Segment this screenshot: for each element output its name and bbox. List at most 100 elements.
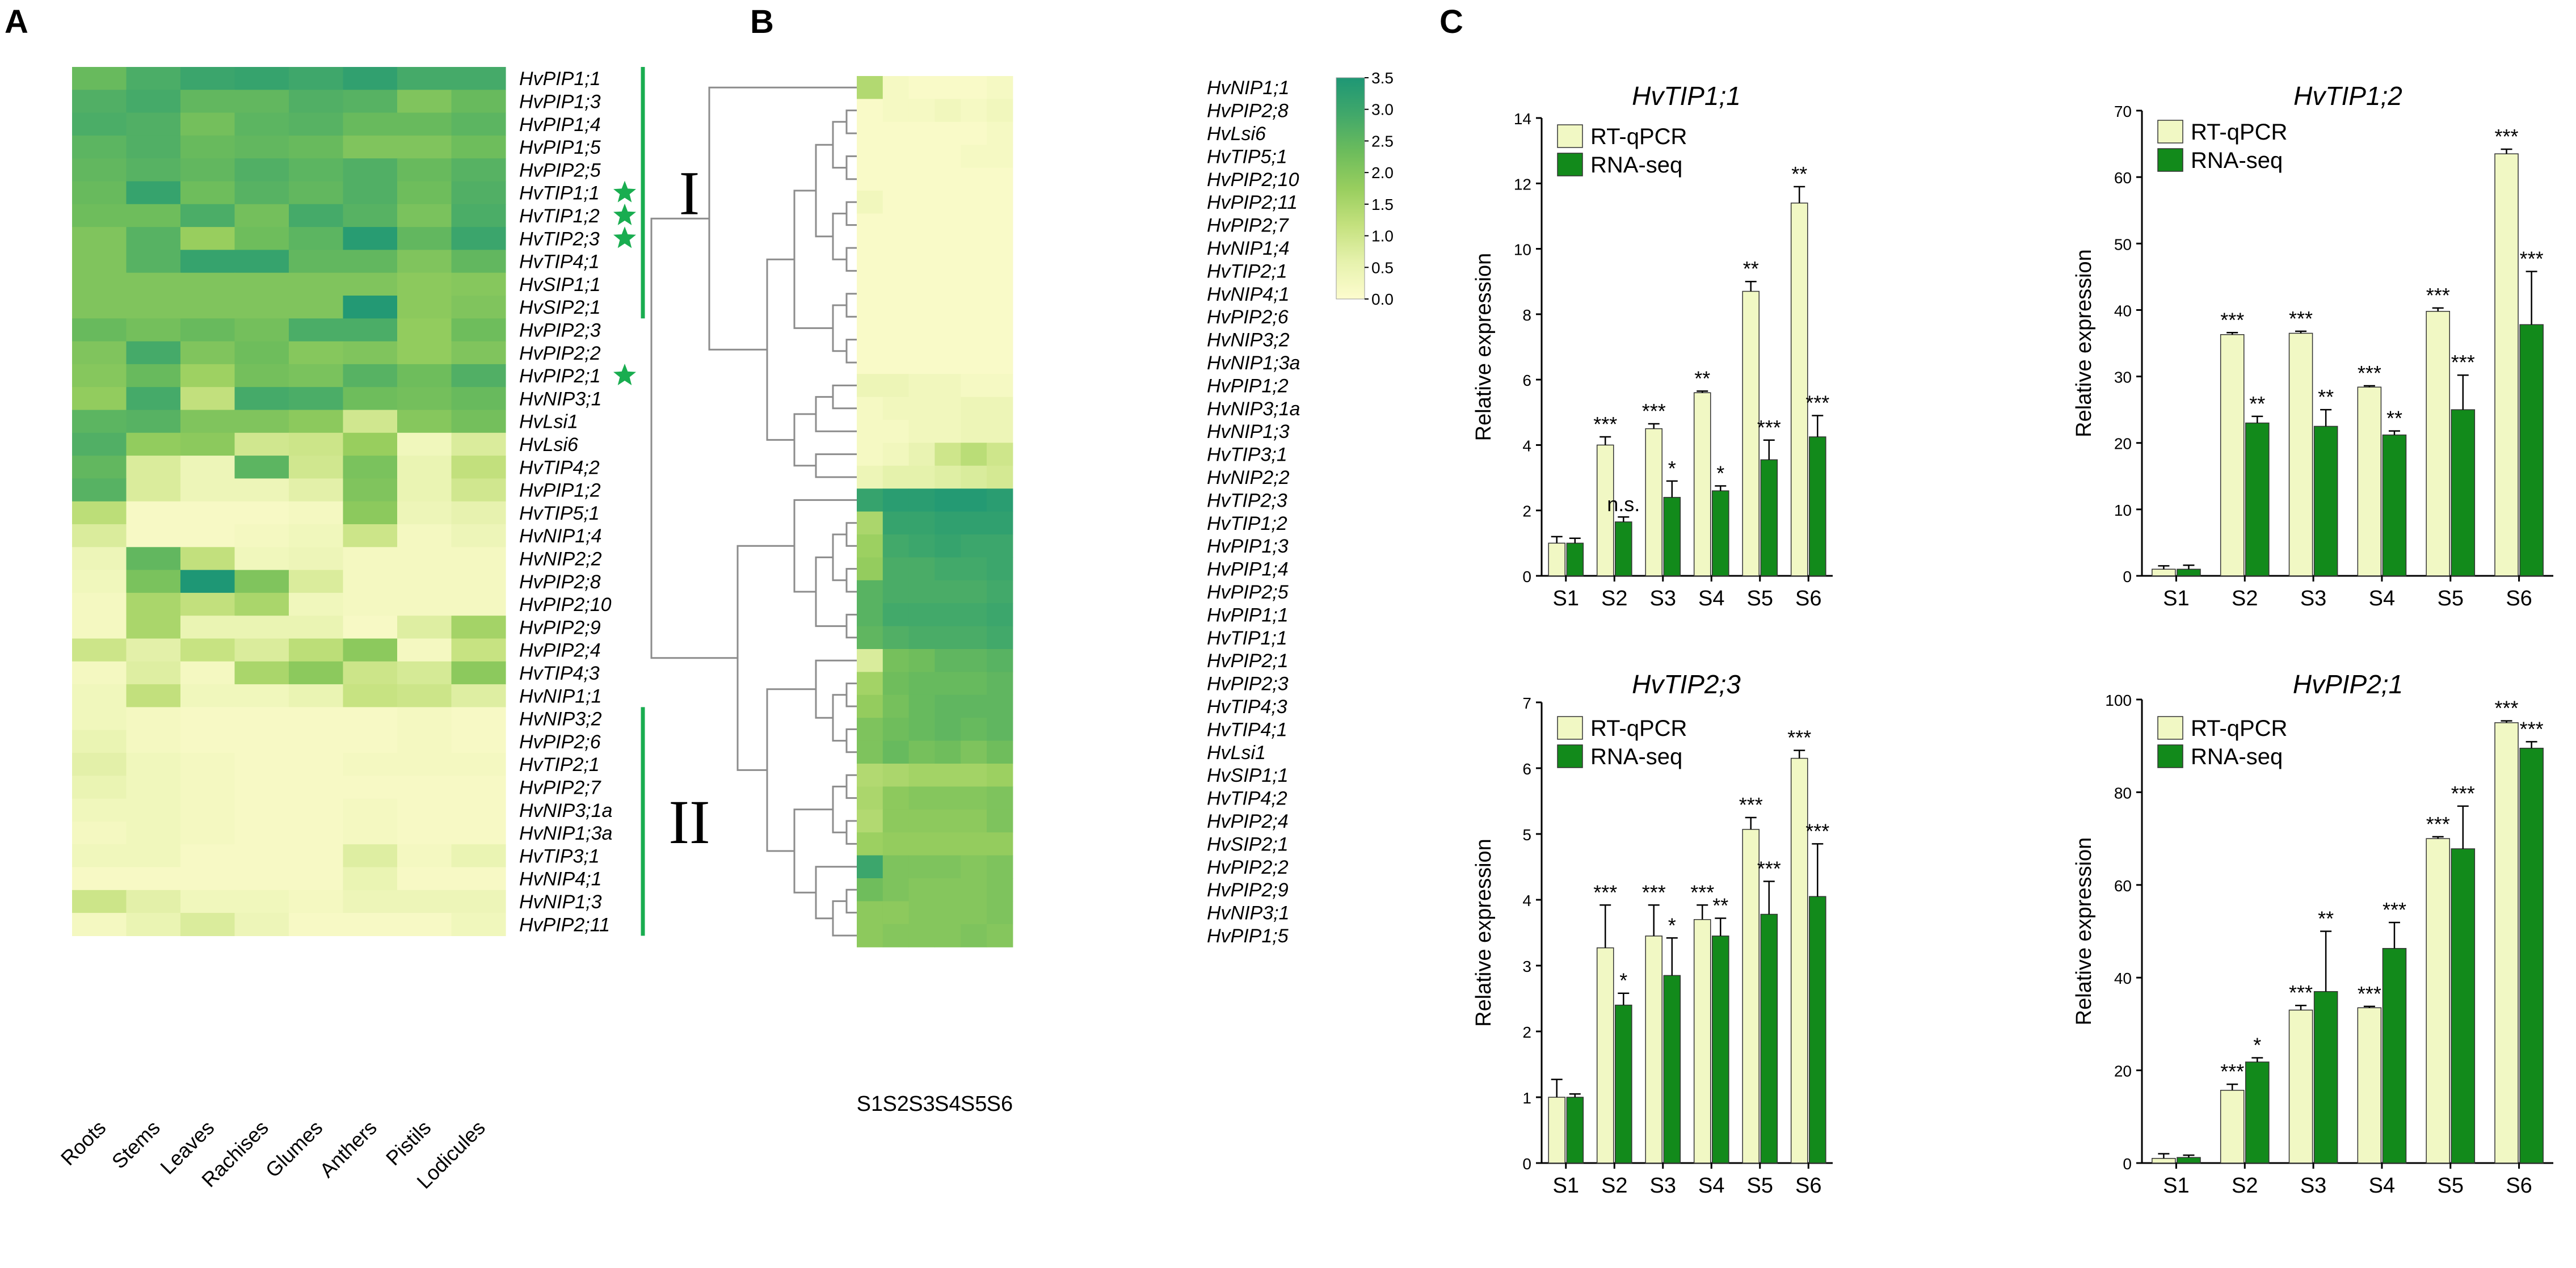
row-label: HvNIP1;3 <box>1207 421 1290 443</box>
heatmap-cell <box>882 809 910 833</box>
heatmap-cell <box>397 707 452 731</box>
heatmap-cell <box>180 432 235 456</box>
heatmap-cell <box>882 76 910 99</box>
heatmap-cell <box>451 638 506 662</box>
heatmap-cell <box>451 67 506 90</box>
heatmap-cell <box>289 67 344 90</box>
heatmap-cell <box>343 776 398 799</box>
significance-label: ** <box>2318 385 2334 408</box>
heatmap-cell <box>180 867 235 891</box>
row-label: HvTIP3;1 <box>519 845 600 867</box>
significance-label: *** <box>2495 697 2519 720</box>
heatmap-cell <box>857 99 883 123</box>
heatmap-cell <box>882 832 910 856</box>
legend-swatch-rt-qpcr <box>1557 124 1583 148</box>
heatmap-cell <box>72 707 127 731</box>
heatmap-cell <box>987 465 1013 489</box>
heatmap-cell <box>882 878 910 901</box>
row-label: HvNIP3;2 <box>1207 330 1290 351</box>
heatmap-cell <box>451 387 506 411</box>
bar-rt-qpcr <box>2426 311 2450 576</box>
heatmap-cell <box>908 76 935 99</box>
heatmap-cell <box>72 364 127 387</box>
heatmap-cell <box>397 844 452 868</box>
bar-rt-qpcr <box>1645 428 1662 576</box>
row-label: HvNIP2;2 <box>1207 467 1290 488</box>
heatmap-cell <box>343 90 398 113</box>
row-label: HvPIP2;7 <box>1207 215 1289 237</box>
heatmap-cell <box>857 328 883 352</box>
row-label: HvNIP3;1 <box>1207 903 1290 924</box>
heatmap-cell <box>908 145 935 168</box>
heatmap-cell <box>882 420 910 443</box>
heatmap-cell <box>234 570 289 593</box>
heatmap-cell <box>451 798 506 822</box>
heatmap-cell <box>234 776 289 799</box>
heatmap-cell <box>935 718 961 742</box>
heatmap-cell <box>343 753 398 776</box>
heatmap-cell <box>343 272 398 296</box>
heatmap-cell <box>908 511 935 535</box>
dendrogram-branch <box>845 728 857 753</box>
row-label: HvPIP1;2 <box>1207 375 1289 397</box>
star-icon <box>613 364 636 385</box>
heatmap-cell <box>289 318 344 342</box>
heatmap-cell <box>397 341 452 365</box>
row-label: HvPIP2;7 <box>519 777 601 798</box>
heatmap-cell <box>343 592 398 616</box>
significance-label: *** <box>1757 857 1781 881</box>
heatmap-cell <box>343 204 398 228</box>
dendrogram-branch <box>832 212 847 260</box>
heatmap-cell <box>451 410 506 433</box>
row-label: HvPIP1;5 <box>519 137 601 158</box>
heatmap-cell <box>935 534 961 558</box>
significance-label: * <box>1716 461 1724 485</box>
row-label: HvPIP2;3 <box>519 319 601 341</box>
heatmap-cell <box>908 832 935 856</box>
bar-rt-qpcr <box>1548 542 1565 576</box>
heatmap-cell <box>72 730 127 753</box>
heatmap-cell <box>857 924 883 947</box>
dendrogram-branch <box>832 694 847 742</box>
heatmap-cell <box>882 740 910 764</box>
heatmap-cell <box>987 694 1013 718</box>
heatmap-cell <box>882 718 910 742</box>
y-tick-label: 1 <box>1522 1089 1531 1107</box>
heatmap-cell <box>72 661 127 685</box>
heatmap-cell <box>289 204 344 228</box>
heatmap-cell <box>961 649 987 672</box>
heatmap-cell <box>72 341 127 365</box>
heatmap-cell <box>882 465 910 489</box>
heatmap-cell <box>343 730 398 753</box>
heatmap-cell <box>908 167 935 191</box>
heatmap-cell <box>451 456 506 479</box>
y-tick-label: 100 <box>2105 692 2132 709</box>
heatmap-cell <box>234 204 289 228</box>
heatmap-cell <box>72 432 127 456</box>
heatmap-cell <box>908 305 935 328</box>
bar-rna-seq <box>1663 975 1681 1164</box>
heatmap-cell <box>397 135 452 159</box>
heatmap-cell <box>397 432 452 456</box>
heatmap-cell <box>397 364 452 387</box>
y-tick-label: 4 <box>1522 437 1531 454</box>
heatmap-cell <box>234 272 289 296</box>
significance-label: *** <box>1690 881 1714 904</box>
dendrogram-branch <box>832 304 847 352</box>
heatmap-cell <box>987 99 1013 123</box>
heatmap-cell <box>987 259 1013 283</box>
heatmap-cell <box>397 501 452 525</box>
dendrogram-branch <box>845 683 857 707</box>
heatmap-cell <box>961 488 987 512</box>
dendrogram-branch <box>845 155 857 180</box>
heatmap-cell <box>126 181 181 205</box>
heatmap-cell <box>72 684 127 707</box>
row-label: HvPIP2;2 <box>519 343 601 364</box>
heatmap-cell <box>908 420 935 443</box>
bar-rt-qpcr <box>1548 1097 1565 1164</box>
heatmap-cell <box>987 76 1013 99</box>
row-label: HvPIP2;1 <box>1207 650 1289 672</box>
legend-label-rt-qpcr: RT-qPCR <box>1590 124 1687 149</box>
heatmap-cell <box>234 913 289 936</box>
bar-rna-seq <box>1760 459 1778 576</box>
